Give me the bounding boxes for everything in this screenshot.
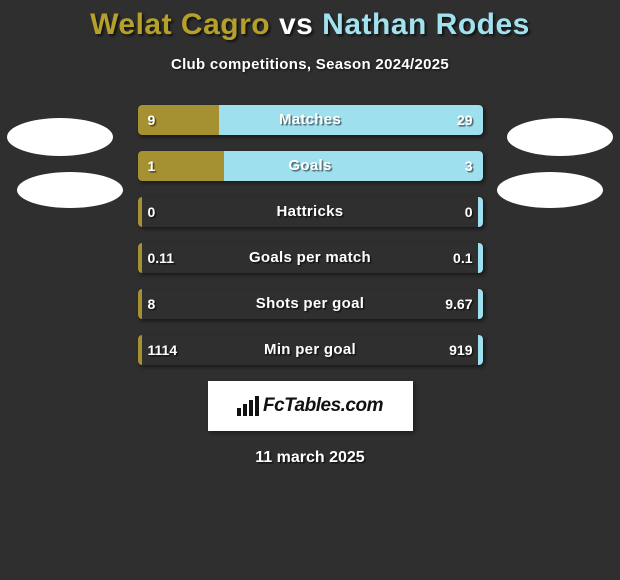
player1-name: Welat Cagro bbox=[90, 8, 270, 41]
stat-row: 89.67Shots per goal bbox=[138, 289, 483, 319]
stat-label: Goals per match bbox=[138, 243, 483, 273]
player2-name: Nathan Rodes bbox=[322, 8, 530, 41]
stat-label: Matches bbox=[138, 105, 483, 135]
player1-avatar-top bbox=[7, 118, 113, 156]
stat-row: 0.110.1Goals per match bbox=[138, 243, 483, 273]
stat-label: Goals bbox=[138, 151, 483, 181]
stat-row: 929Matches bbox=[138, 105, 483, 135]
date-text: 11 march 2025 bbox=[0, 449, 620, 467]
stat-row: 13Goals bbox=[138, 151, 483, 181]
stat-label: Hattricks bbox=[138, 197, 483, 227]
player1-avatar-bottom bbox=[17, 172, 123, 208]
bars-area: 929Matches 13Goals 00Hattricks 0.110.1Goals… bbox=[138, 105, 483, 365]
player2-avatar-bottom bbox=[497, 172, 603, 208]
player2-avatar-top bbox=[507, 118, 613, 156]
stat-row: 00Hattricks bbox=[138, 197, 483, 227]
logo-text: FcTables.com bbox=[263, 395, 383, 417]
subtitle: Club competitions, Season 2024/2025 bbox=[0, 56, 620, 73]
vs-text: vs bbox=[279, 8, 313, 41]
bar-chart-icon bbox=[237, 396, 259, 416]
stat-row: 1114919Min per goal bbox=[138, 335, 483, 365]
fctables-logo[interactable]: FcTables.com bbox=[208, 381, 413, 431]
main-title: Welat Cagro vs Nathan Rodes bbox=[0, 8, 620, 42]
stat-label: Min per goal bbox=[138, 335, 483, 365]
stat-label: Shots per goal bbox=[138, 289, 483, 319]
comparison-card: Welat Cagro vs Nathan Rodes Club competi… bbox=[0, 0, 620, 580]
